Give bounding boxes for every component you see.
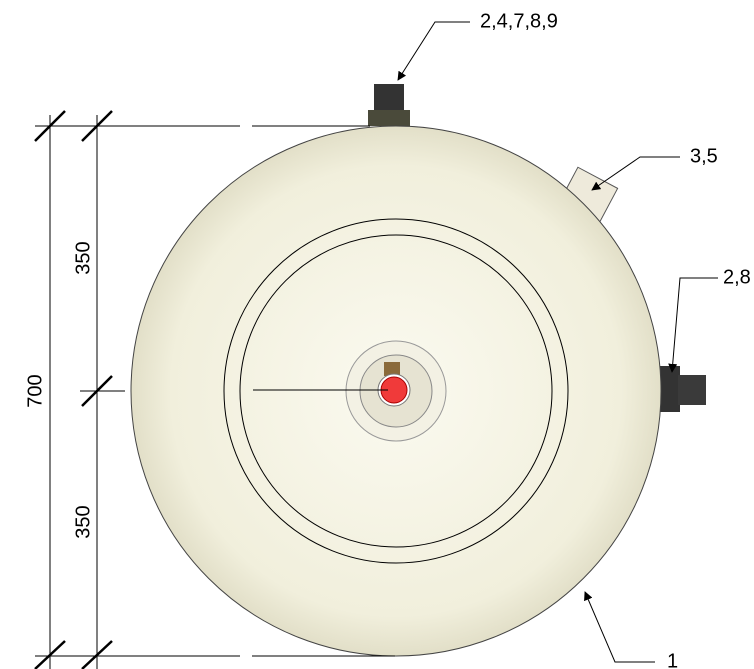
dimension-label: 700 [24,374,46,407]
leader [672,278,718,372]
dimension-label: 350 [72,241,94,274]
drawing: 700 350 350 2,4,7,8,9 3,5 2,8 1 [0,0,754,669]
right-fitting [658,366,706,412]
leader [585,592,655,662]
callout-label: 2,8 [723,266,751,288]
leader [398,22,470,80]
top-fitting [368,84,410,126]
dimension-label: 350 [72,505,94,538]
callout-label: 2,4,7,8,9 [480,10,558,32]
callout-label: 3,5 [690,145,718,167]
callout-label: 1 [667,650,678,669]
